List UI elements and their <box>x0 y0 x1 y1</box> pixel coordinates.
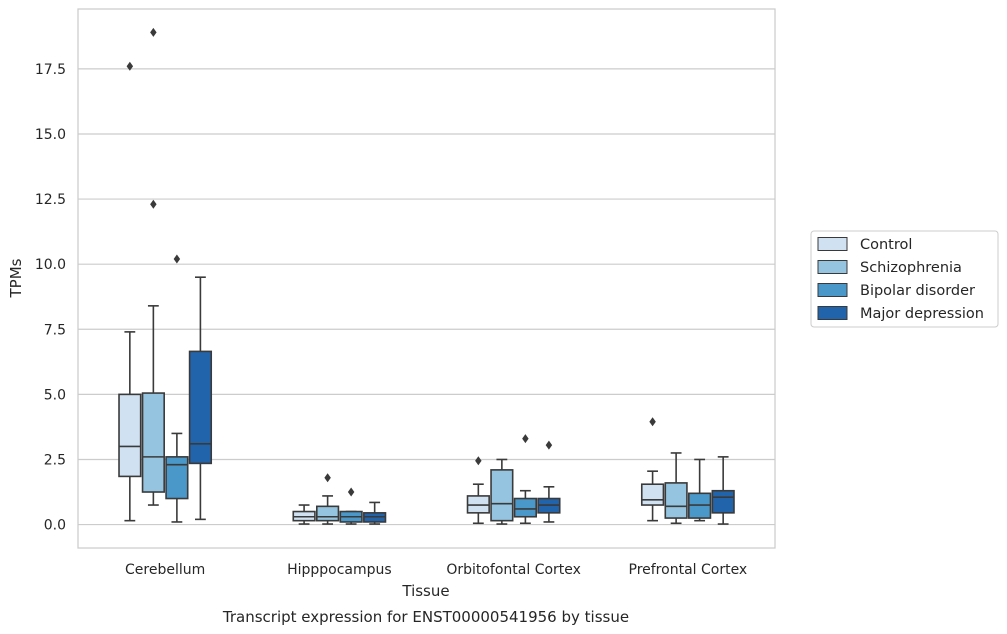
box <box>315 505 340 522</box>
box-group <box>513 434 538 525</box>
box <box>141 392 165 493</box>
box-group <box>118 61 142 522</box>
box-group <box>490 458 514 525</box>
box-group <box>292 504 316 525</box>
y-tick-label: 12.5 <box>35 192 66 208</box>
y-tick-label: 0.0 <box>44 518 66 534</box>
box-group <box>537 440 561 523</box>
outlier-point <box>545 440 553 450</box>
box-plots <box>118 27 735 525</box>
box <box>711 489 735 514</box>
x-tick-label: Cerebellum <box>125 562 205 578</box>
legend-swatch <box>817 283 848 297</box>
x-tick-label: Hipppocampus <box>287 562 392 578</box>
x-axis-label: Tissue <box>401 582 449 600</box>
legend-swatch <box>817 260 848 274</box>
box-group <box>711 456 735 525</box>
x-tick-label: Prefrontal Cortex <box>629 562 748 578</box>
box-group <box>141 27 165 506</box>
box <box>118 393 142 478</box>
legend-swatch <box>817 237 848 251</box>
y-tick-label: 7.5 <box>44 322 66 338</box>
outlier-point <box>522 434 529 444</box>
outlier-point <box>347 487 355 497</box>
plot-frame <box>77 8 776 549</box>
box-group <box>188 276 213 521</box>
y-tick-labels: 0.0 2.5 5.0 7.5 10.0 12.5 15.0 17.5 <box>35 62 66 534</box>
legend-label: Schizophrenia <box>860 260 962 276</box>
legend-label: Control <box>860 237 912 253</box>
box-group <box>688 458 712 522</box>
y-axis-label: TPMs <box>7 258 25 298</box>
legend: Control Schizophrenia Bipolar disorder Majo… <box>810 230 999 328</box>
outlier-point <box>324 473 331 483</box>
box <box>188 350 213 465</box>
box <box>640 483 665 506</box>
box-group <box>339 487 363 525</box>
box-group <box>363 501 387 525</box>
box-group <box>466 456 490 525</box>
box <box>490 469 514 522</box>
box-group <box>315 473 340 525</box>
chart-caption: Transcript expression for ENST0000054195… <box>222 608 629 626</box>
box <box>513 497 538 518</box>
y-tick-label: 17.5 <box>35 62 66 78</box>
y-tick-label: 15.0 <box>35 127 66 143</box>
outlier-point <box>649 417 656 427</box>
y-tick-label: 2.5 <box>44 452 66 468</box>
x-tick-label: Orbitofontal Cortex <box>446 562 581 578</box>
legend-label: Major depression <box>860 306 984 322</box>
outlier-point <box>150 199 157 209</box>
box-group <box>640 417 665 522</box>
legend-frame <box>810 230 999 328</box>
x-tick-labels: Cerebellum Hipppocampus Orbitofontal Corte… <box>125 562 747 578</box>
box-group <box>165 254 189 523</box>
y-tick-label: 10.0 <box>35 257 66 273</box>
outlier-point <box>126 61 134 71</box>
y-tick-label: 5.0 <box>44 387 66 403</box>
outlier-point <box>475 456 482 466</box>
outlier-point <box>173 254 181 264</box>
box-group <box>664 452 688 525</box>
legend-label: Bipolar disorder <box>860 283 975 299</box>
legend-swatch <box>817 306 848 320</box>
box <box>664 482 688 519</box>
box <box>165 456 189 500</box>
outlier-point <box>150 27 157 37</box>
